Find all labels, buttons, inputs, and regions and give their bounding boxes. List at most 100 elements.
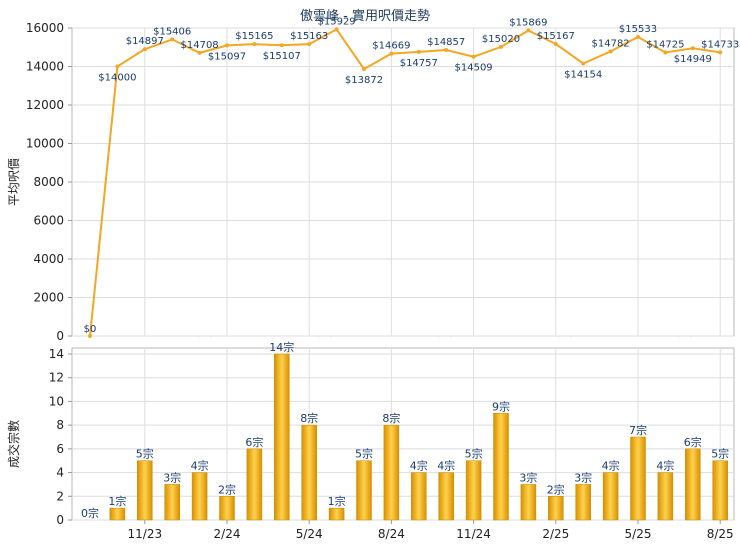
volume-bar: [548, 496, 564, 521]
chart-title: 傲雲峰 - 實用呎價走勢: [300, 8, 430, 24]
volume-y-tick-label: 6: [56, 442, 64, 456]
volume-data-label: 3宗: [519, 470, 537, 484]
price-data-labels: $0 $14000 $14897$15406 $14708$15097 $15165 $1…: [84, 16, 740, 335]
volume-bar: [191, 472, 208, 521]
volume-bar: [274, 353, 290, 521]
price-point: [471, 54, 476, 59]
price-y-tick-label: 10000: [26, 137, 64, 151]
volume-bar-panel: 0 2 4 6 8 10 12 14 成交宗數 0宗 1宗 5宗 3宗 4宗 2宗 6宗 14宗 8宗 1宗 5宗…: [6, 340, 735, 541]
volume-data-label: 4宗: [437, 459, 455, 473]
volume-bar: [657, 472, 674, 521]
price-y-tick-label: 6000: [33, 214, 64, 228]
volume-y-tick-label: 2: [56, 489, 64, 503]
volume-y-tick-label: 4: [56, 466, 64, 480]
volume-data-label: 4宗: [191, 459, 209, 473]
price-y-tick-label: 12000: [26, 98, 64, 112]
price-data-label: $15020: [482, 34, 520, 45]
price-data-label: $15869: [509, 18, 547, 29]
volume-y-tick-label: 14: [49, 347, 64, 361]
price-point: [581, 61, 586, 66]
price-point: [416, 49, 421, 54]
volume-data-label: 4宗: [602, 459, 620, 473]
volume-bar: [137, 460, 153, 521]
volume-data-label: 8宗: [300, 411, 318, 425]
price-data-label: $14708: [181, 40, 219, 51]
price-data-label: $14757: [400, 58, 438, 69]
volume-data-label: 9宗: [492, 399, 510, 413]
volume-y-tick-label: 12: [49, 371, 64, 385]
volume-y-tick-label: 8: [56, 418, 64, 432]
volume-bar: [383, 424, 400, 521]
volume-x-ticks: 11/23 2/24 5/24 8/24 11/24 2/25 5/25 8/25: [128, 520, 734, 541]
price-y-tick-label: 8000: [33, 175, 64, 189]
volume-data-label: 7宗: [629, 423, 647, 437]
volume-bar: [465, 460, 482, 521]
price-data-label: $14857: [427, 37, 465, 48]
price-point: [142, 47, 147, 52]
price-data-label: $13872: [345, 75, 383, 86]
price-data-label: $14154: [564, 70, 602, 81]
volume-y-ticks: 0 2 4 6 8 10 12 14: [49, 347, 72, 527]
volume-data-labels: 0宗 1宗 5宗 3宗 4宗 2宗 6宗 14宗 8宗 1宗 5宗 8宗 4宗 4宗 5宗 9宗 3宗 2宗 3宗 4…: [81, 340, 729, 520]
volume-x-tick-label: 8/25: [707, 527, 734, 541]
volume-data-label: 1宗: [328, 494, 346, 508]
volume-bar: [246, 448, 263, 521]
volume-bar: [575, 484, 591, 521]
volume-bar: [630, 436, 646, 521]
price-y-tick-label: 0: [56, 329, 64, 343]
volume-data-label: 14宗: [269, 340, 294, 354]
volume-y-tick-label: 0: [56, 513, 64, 527]
price-data-label: $15097: [208, 51, 246, 62]
volume-data-label: 2宗: [547, 482, 565, 496]
price-data-label: $14669: [372, 41, 410, 52]
volume-bar: [219, 496, 235, 521]
price-grid: [72, 27, 734, 337]
price-point: [608, 49, 613, 54]
volume-data-label: 0宗: [81, 506, 99, 520]
price-data-label: $15533: [619, 24, 657, 35]
price-y-tick-label: 2000: [33, 291, 64, 305]
volume-bar: [301, 424, 317, 521]
price-point: [499, 44, 503, 49]
price-data-label: $14949: [674, 54, 712, 65]
volume-bars: [109, 353, 728, 521]
volume-x-tick-label: 2/25: [542, 527, 569, 541]
volume-bar: [356, 460, 372, 521]
price-data-label: $15163: [290, 31, 328, 42]
price-data-label: $14782: [592, 38, 630, 49]
price-y-ticks: 0 2000 4000 6000 8000 10000 12000 14000 16000: [26, 21, 72, 343]
volume-x-tick-label: 11/23: [128, 527, 163, 541]
price-series-line: [89, 28, 721, 337]
volume-y-tick-label: 10: [49, 394, 64, 408]
price-point: [88, 334, 92, 338]
price-point: [690, 46, 695, 51]
price-point: [197, 50, 202, 55]
volume-data-label: 5宗: [711, 447, 729, 461]
volume-x-tick-label: 8/24: [378, 527, 405, 541]
volume-bar: [328, 507, 345, 521]
volume-bar: [685, 448, 701, 521]
price-point: [307, 42, 312, 47]
volume-bar: [164, 484, 180, 521]
price-data-label: $14733: [701, 39, 739, 50]
price-point: [553, 42, 558, 47]
price-point: [252, 42, 257, 47]
volume-bar: [411, 472, 427, 521]
volume-bar: [109, 507, 126, 521]
volume-data-label: 5宗: [136, 447, 154, 461]
volume-x-tick-label: 11/24: [456, 527, 491, 541]
volume-data-label: 4宗: [410, 459, 428, 473]
volume-data-label: 3宗: [163, 470, 181, 484]
volume-x-tick-label: 5/25: [625, 527, 652, 541]
price-data-label: $0: [84, 324, 97, 335]
volume-bar: [493, 413, 509, 521]
price-data-label: $15929: [318, 16, 356, 27]
volume-bar: [712, 460, 728, 521]
price-point: [444, 48, 449, 53]
price-line-panel: 0 2000 4000 6000 8000 10000 12000 14000 16000 平均…: [7, 16, 739, 343]
volume-x-tick-label: 5/24: [296, 527, 323, 541]
volume-data-label: 8宗: [382, 411, 400, 425]
volume-bar: [602, 472, 619, 521]
volume-data-label: 6宗: [245, 435, 263, 449]
